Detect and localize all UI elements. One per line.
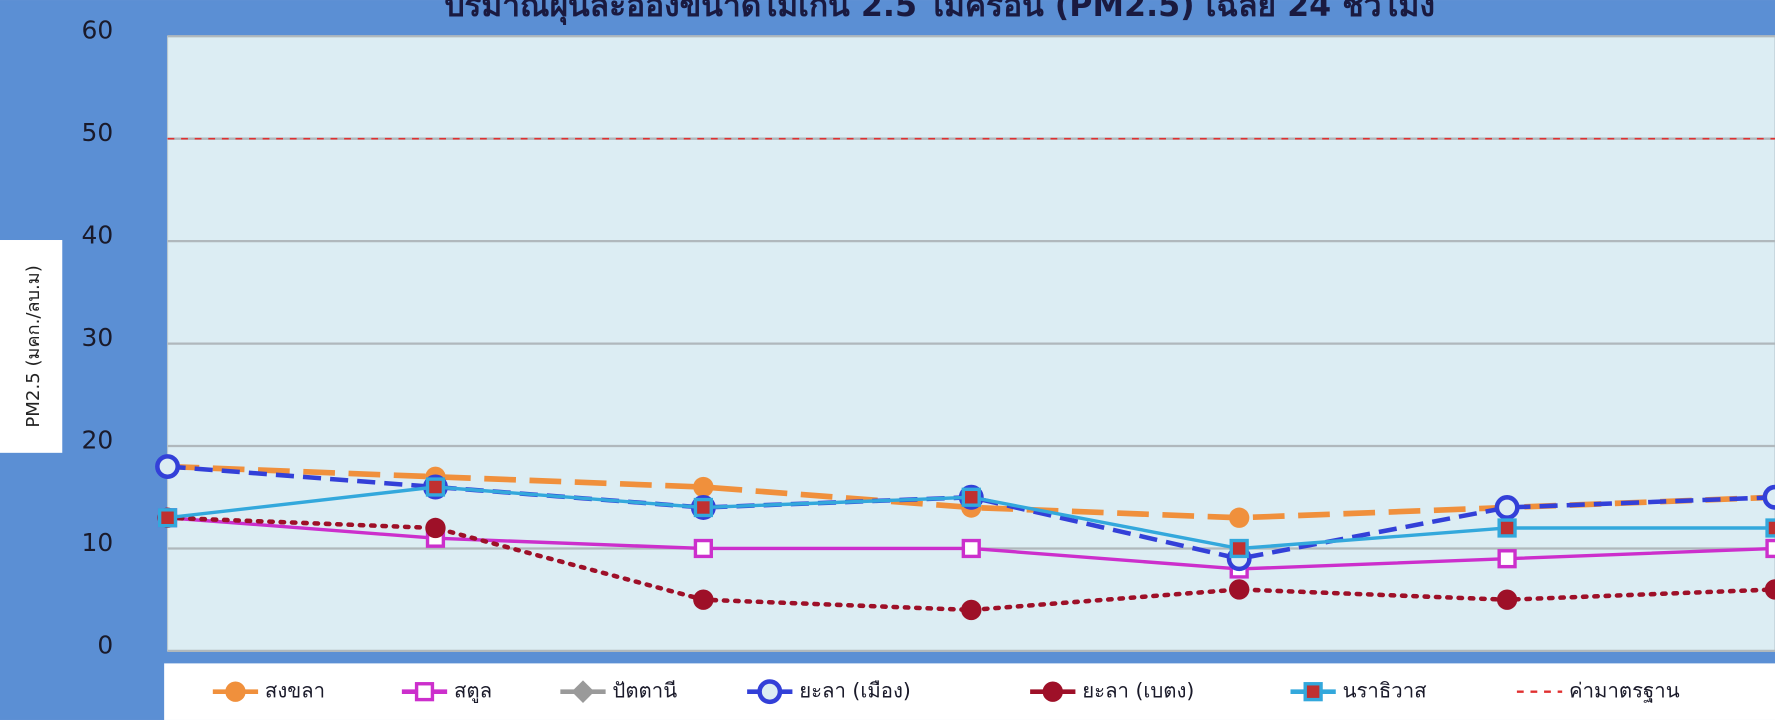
data-point <box>1228 507 1250 528</box>
chart-title: ปริมาณฝุ่นละอองขนาดไม่เกิน 2.5 ไมครอน (P… <box>444 0 1435 25</box>
legend-label: ค่ามาตรฐาน <box>1569 679 1680 703</box>
data-point <box>1494 495 1520 520</box>
data-point <box>693 476 714 498</box>
data-point <box>1229 538 1249 559</box>
y-label-box <box>0 240 63 453</box>
data-point <box>1496 589 1518 610</box>
data-point <box>1228 579 1250 600</box>
data-point <box>425 517 446 539</box>
legend-label: สงขลา <box>265 679 325 703</box>
legend-label: สตูล <box>454 679 492 704</box>
data-point <box>1765 538 1775 559</box>
data-point <box>961 599 982 621</box>
data-point <box>1762 484 1775 510</box>
y-tick-label: 40 <box>82 221 114 250</box>
legend-marker <box>1303 682 1323 702</box>
legend-marker <box>571 680 595 704</box>
data-point <box>693 497 713 518</box>
data-point <box>693 538 713 559</box>
legend-label: นราธิวาส <box>1343 679 1428 703</box>
data-point <box>1764 579 1775 600</box>
y-tick-label: 50 <box>82 118 114 147</box>
legend-label: ยะลา (เมือง) <box>799 679 911 703</box>
y-axis-label: PM2.5 (มคก./ลบ.ม) <box>23 265 44 427</box>
legend-marker <box>225 681 246 702</box>
data-point <box>961 487 981 507</box>
data-point <box>961 538 981 559</box>
data-point <box>693 589 714 610</box>
legend-label: ยะลา (เบตง) <box>1082 679 1194 703</box>
data-point <box>157 508 178 528</box>
y-tick-label: 10 <box>82 528 114 557</box>
y-tick-label: 20 <box>82 426 114 455</box>
y-tick-label: 30 <box>82 323 114 352</box>
legend-marker <box>414 682 435 702</box>
legend-label: ปัตตานี <box>612 679 677 703</box>
y-tick-label: 60 <box>82 16 114 45</box>
data-point <box>425 477 446 497</box>
data-point <box>1497 518 1517 538</box>
legend-marker <box>1042 681 1063 702</box>
data-point <box>155 454 180 479</box>
data-point <box>1765 518 1775 538</box>
legend-marker <box>757 679 783 705</box>
data-point <box>1497 549 1517 569</box>
y-tick-label: 0 <box>97 630 113 659</box>
